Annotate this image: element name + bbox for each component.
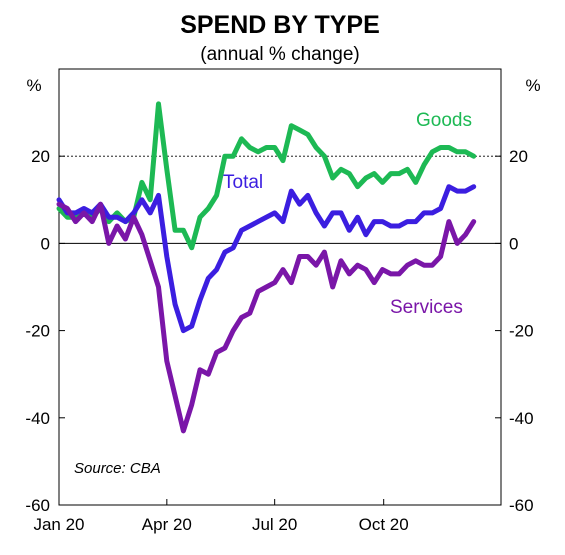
y-tick-label-right-0: 20 bbox=[509, 147, 528, 166]
x-tick-label-0: Jan 20 bbox=[33, 515, 84, 534]
x-tick-label-2: Jul 20 bbox=[252, 515, 297, 534]
y-unit-left: % bbox=[26, 76, 41, 95]
y-tick-label-right-1: 0 bbox=[509, 234, 518, 253]
y-tick-label-left-1: 0 bbox=[41, 234, 50, 253]
chart-source: Source: CBA bbox=[74, 460, 161, 477]
y-unit-right: % bbox=[525, 76, 540, 95]
chart-title: SPEND BY TYPE bbox=[180, 11, 380, 39]
series-line-goods bbox=[56, 101, 477, 251]
y-axis-left: 20 0 -20 -40 -60 bbox=[25, 147, 65, 515]
series-lines bbox=[56, 101, 477, 434]
y-tick-label-left-3: -40 bbox=[25, 409, 50, 428]
goods-series-label: Goods bbox=[416, 110, 472, 131]
y-axis-right: 20 0 -20 -40 -60 bbox=[495, 147, 534, 515]
x-tick-label-1: Apr 20 bbox=[142, 515, 192, 534]
series-line-total bbox=[56, 184, 477, 334]
x-axis: Jan 20 Apr 20 Jul 20 Oct 20 bbox=[33, 499, 409, 534]
series-line-services bbox=[56, 201, 477, 434]
y-tick-label-left-2: -20 bbox=[25, 322, 50, 341]
y-tick-label-left-4: -60 bbox=[25, 496, 50, 515]
y-tick-label-right-2: -20 bbox=[509, 322, 534, 341]
chart-subtitle: (annual % change) bbox=[200, 44, 360, 65]
y-tick-label-right-4: -60 bbox=[509, 496, 534, 515]
services-series-label: Services bbox=[390, 297, 463, 318]
total-series-label: Total bbox=[223, 172, 263, 193]
plot-frame bbox=[58, 68, 502, 506]
x-tick-label-3: Oct 20 bbox=[359, 515, 409, 534]
y-tick-label-right-3: -40 bbox=[509, 409, 534, 428]
y-tick-label-left-0: 20 bbox=[31, 147, 50, 166]
gridlines bbox=[59, 155, 501, 244]
